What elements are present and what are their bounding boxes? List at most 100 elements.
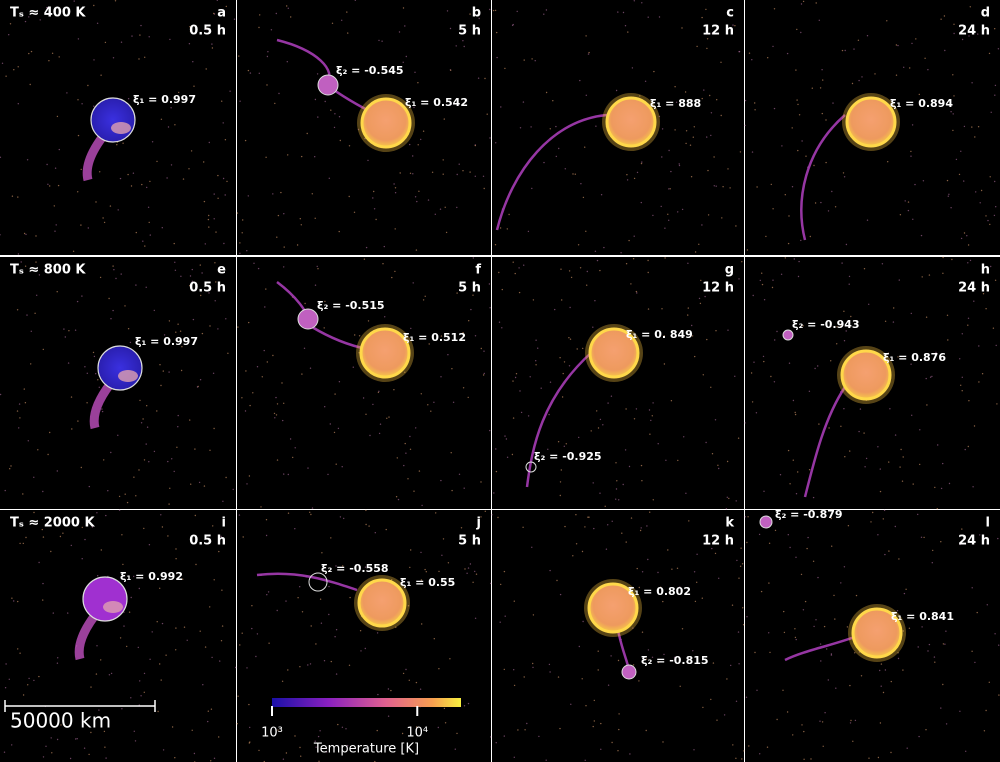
particle [394,270,396,273]
particle [830,654,833,656]
particle [801,724,803,726]
particle [4,489,6,492]
particle [337,427,340,430]
particle [270,29,273,31]
particle [354,0,356,1]
particle [787,242,790,245]
particle [119,637,122,639]
particle [19,542,21,545]
particle [430,410,432,412]
particle [482,374,485,376]
particle [138,469,140,471]
particle [653,70,655,73]
particle [171,458,173,460]
particle [897,44,899,47]
particle [808,469,811,471]
particle [203,485,206,487]
particle [728,497,730,500]
particle [595,125,597,127]
particle [593,699,595,702]
particle [753,361,755,363]
particle [920,234,923,237]
xi-annotation: ξ₂ = -0.558 [321,562,389,575]
particle [50,550,52,553]
particle [641,631,644,633]
particle [784,194,786,196]
particle [843,566,846,568]
particle [773,107,776,110]
particle [641,2,643,4]
particle [110,672,113,675]
particle [72,250,75,252]
particle [647,271,649,274]
particle [246,483,248,485]
particle [283,266,285,268]
particle [455,45,457,47]
particle [175,331,177,333]
particle [135,231,137,234]
particle [734,375,736,377]
particle [746,541,748,544]
particle [285,600,287,602]
particle [738,663,740,665]
particle [301,373,303,375]
particle [994,279,997,281]
particle [809,235,811,238]
particle [942,462,944,465]
particle [974,661,976,664]
particle [522,526,524,528]
particle [368,525,370,527]
particle [955,158,958,161]
particle [586,270,588,273]
particle [424,568,426,571]
particle [812,560,815,562]
particle [527,230,530,233]
particle [667,213,669,215]
particle [0,393,2,396]
particle [204,243,206,245]
particle [706,136,708,138]
particle [568,337,570,339]
particle [144,245,146,247]
particle [17,66,19,68]
particle [711,453,714,455]
particle [360,650,362,652]
particle [854,652,856,654]
particle [93,59,95,61]
particle [971,587,973,589]
particle [529,376,531,378]
particle [836,326,838,328]
particle [299,586,301,588]
particle [617,659,620,662]
particle [84,538,86,541]
particle [237,326,239,328]
particle [742,624,745,626]
particle [241,397,243,399]
particle [199,264,201,266]
particle [734,25,736,27]
particle [224,139,227,141]
particle [28,52,30,55]
row-label: Tₛ ≈ 400 K [10,6,86,21]
particle [898,558,900,560]
particle [357,128,360,131]
panel-letter: h [981,263,990,278]
particle [599,492,601,494]
particle [209,325,211,327]
particle [294,528,296,530]
particle [953,95,955,97]
particle [404,442,406,445]
particle [934,486,936,489]
particle [42,536,45,538]
particle [326,751,328,753]
xi-annotation: ξ₁ = 0.876 [883,351,946,364]
particle [822,79,824,81]
particle [895,74,898,76]
particle [9,468,11,470]
particle [615,498,617,500]
particle [141,183,143,186]
particle [358,335,361,337]
particle [0,156,2,158]
